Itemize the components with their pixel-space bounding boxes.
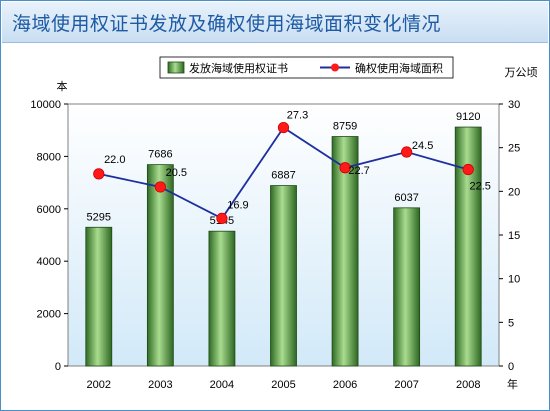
line-point xyxy=(401,146,413,158)
bar-value-label: 9120 xyxy=(456,111,480,123)
bar xyxy=(146,164,174,367)
bar xyxy=(393,207,421,367)
legend-line-marker xyxy=(331,63,339,72)
x-axis-tick-label: 2008 xyxy=(456,379,480,391)
line-point xyxy=(216,212,228,225)
bar-value-label: 6887 xyxy=(271,170,295,182)
bar xyxy=(270,185,297,367)
line-point xyxy=(277,121,290,134)
line-point xyxy=(339,162,351,174)
chart-panel: 0 2000 4000 6000 8000 10000 0 5 10 15 20 25 30 本 万公顷年 2… xyxy=(7,49,545,406)
left-axis-tick-label: 2000 xyxy=(37,309,61,321)
x-axis-unit: 年 xyxy=(507,377,518,391)
line-point xyxy=(93,168,105,180)
left-axis-tick-label: 6000 xyxy=(37,204,61,216)
left-axis-tick-label: 8000 xyxy=(37,151,61,163)
right-axis-tick-label: 5 xyxy=(508,317,514,329)
x-axis-tick-label: 2002 xyxy=(87,379,111,391)
x-axis-tick-label: 2005 xyxy=(271,379,295,391)
right-axis-tick-label: 0 xyxy=(508,361,514,373)
right-axis-tick-label: 25 xyxy=(508,143,520,155)
x-axis-tick-label: 2007 xyxy=(394,379,418,391)
chart-title: 海域使用权证书发放及确权使用海域面积变化情况 xyxy=(12,13,442,35)
x-axis-tick-label: 2006 xyxy=(333,379,357,391)
bar-value-label: 8759 xyxy=(333,121,357,133)
line-value-label: 20.5 xyxy=(166,167,187,179)
line-point xyxy=(154,181,166,193)
line-value-label: 24.5 xyxy=(412,140,433,152)
left-axis-tick-label: 4000 xyxy=(37,256,61,268)
x-axis-tick-label: 2003 xyxy=(148,379,172,391)
x-axis-tick-label: 2004 xyxy=(210,379,234,391)
bar xyxy=(85,226,113,367)
bar-value-label: 5295 xyxy=(87,211,111,223)
title-bar: 海域使用权证书发放及确权使用海域面积变化情况 xyxy=(2,2,548,43)
bar xyxy=(454,126,482,367)
right-axis-tick-label: 15 xyxy=(508,230,520,242)
line-value-label: 22.7 xyxy=(348,165,369,177)
bar-value-label: 7686 xyxy=(148,149,172,161)
legend-label-bars: 发放海域使用权证书 xyxy=(189,61,288,75)
line-value-label: 22.5 xyxy=(470,181,491,193)
left-axis-tick-label: 0 xyxy=(55,361,61,373)
legend-bar-swatch xyxy=(167,61,185,74)
bar xyxy=(208,230,236,367)
line-value-label: 27.3 xyxy=(287,110,308,122)
left-axis-tick-label: 10000 xyxy=(30,99,61,111)
left-axis-unit: 本 xyxy=(57,79,68,93)
bar xyxy=(331,136,359,367)
line-value-label: 22.0 xyxy=(104,154,125,166)
legend-label-line: 确权使用海域面积 xyxy=(355,61,443,75)
legend-box xyxy=(159,56,454,79)
right-axis-unit: 万公顷 xyxy=(505,66,538,79)
bar-value-label: 6037 xyxy=(394,192,418,204)
line-point xyxy=(462,163,474,176)
right-axis-tick-label: 20 xyxy=(508,186,520,198)
right-axis-tick-label: 30 xyxy=(508,99,520,111)
line-value-label: 16.9 xyxy=(227,199,248,211)
right-axis-tick-label: 10 xyxy=(508,274,520,286)
